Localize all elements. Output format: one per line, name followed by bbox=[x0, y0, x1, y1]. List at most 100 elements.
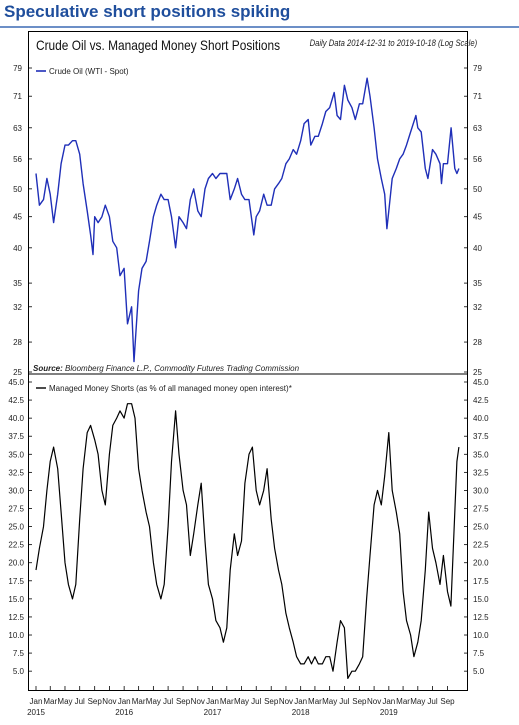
xtick-label: Jan bbox=[382, 697, 395, 706]
source-text: Bloomberg Finance L.P., Commodity Future… bbox=[65, 364, 300, 373]
shorts-ytick-label-right: 32.5 bbox=[473, 468, 489, 477]
shorts-ytick-label-left: 7.5 bbox=[13, 649, 25, 658]
xtick-label: Mar bbox=[132, 697, 146, 706]
shorts-ytick-label-right: 40.0 bbox=[473, 414, 489, 423]
shorts-ytick-label-left: 42.5 bbox=[8, 396, 24, 405]
xtick-label: May bbox=[57, 697, 72, 706]
xtick-label: Jul bbox=[251, 697, 261, 706]
shorts-ytick-label-right: 15.0 bbox=[473, 595, 489, 604]
year-label: 2016 bbox=[115, 708, 133, 717]
xtick-label: Sep bbox=[88, 697, 103, 706]
xtick-label: Jul bbox=[427, 697, 437, 706]
shorts-ytick-label-left: 5.0 bbox=[13, 667, 25, 676]
xtick-label: Mar bbox=[308, 697, 322, 706]
shorts-ytick-label-right: 10.0 bbox=[473, 631, 489, 640]
xtick-label: Mar bbox=[396, 697, 410, 706]
oil-ytick-label-left: 56 bbox=[13, 155, 22, 164]
shorts-ytick-label-left: 20.0 bbox=[8, 559, 24, 568]
shorts-ytick-label-right: 5.0 bbox=[473, 667, 485, 676]
shorts-ytick-label-left: 40.0 bbox=[8, 414, 24, 423]
xtick-label: May bbox=[234, 697, 249, 706]
shorts-ytick-label-right: 37.5 bbox=[473, 432, 489, 441]
shorts-ytick-label-left: 37.5 bbox=[8, 432, 24, 441]
year-label: 2019 bbox=[380, 708, 398, 717]
year-label: 2017 bbox=[204, 708, 222, 717]
shorts-ytick-label-right: 12.5 bbox=[473, 613, 489, 622]
xtick-label: May bbox=[146, 697, 161, 706]
shorts-ytick-label-left: 35.0 bbox=[8, 450, 24, 459]
year-label: 2018 bbox=[292, 708, 310, 717]
shorts-ytick-label-left: 12.5 bbox=[8, 613, 24, 622]
oil-ytick-label-left: 71 bbox=[13, 92, 22, 101]
oil-ytick-label-left: 45 bbox=[13, 213, 22, 222]
oil-ytick-label-left: 28 bbox=[13, 338, 22, 347]
xtick-label: Jan bbox=[30, 697, 43, 706]
headline: Speculative short positions spiking bbox=[4, 2, 291, 21]
oil-ytick-label-left: 25 bbox=[13, 368, 22, 377]
shorts-ytick-label-left: 27.5 bbox=[8, 505, 24, 514]
oil-ytick-label-right: 28 bbox=[473, 338, 482, 347]
xtick-label: Jul bbox=[339, 697, 349, 706]
source-note: Source: Bloomberg Finance L.P., Commodit… bbox=[33, 364, 300, 373]
oil-ytick-label-left: 35 bbox=[13, 279, 22, 288]
xtick-label: Sep bbox=[264, 697, 279, 706]
xtick-label: Jan bbox=[294, 697, 307, 706]
oil-ytick-label-right: 32 bbox=[473, 303, 482, 312]
oil-ytick-label-right: 71 bbox=[473, 92, 482, 101]
source-label: Source: bbox=[33, 364, 65, 373]
shorts-ytick-label-right: 27.5 bbox=[473, 505, 489, 514]
xtick-label: Jul bbox=[75, 697, 85, 706]
shorts-ytick-label-left: 17.5 bbox=[8, 577, 24, 586]
xtick-label: Jan bbox=[118, 697, 131, 706]
oil-ytick-label-left: 79 bbox=[13, 64, 22, 73]
xtick-label: Mar bbox=[43, 697, 57, 706]
oil-ytick-label-right: 45 bbox=[473, 213, 482, 222]
shorts-ytick-label-right: 7.5 bbox=[473, 649, 485, 658]
year-label: 2015 bbox=[27, 708, 45, 717]
shorts-ytick-label-right: 30.0 bbox=[473, 486, 489, 495]
shorts-ytick-label-right: 17.5 bbox=[473, 577, 489, 586]
shorts-ytick-label-left: 30.0 bbox=[8, 486, 24, 495]
shorts-ytick-label-left: 22.5 bbox=[8, 541, 24, 550]
xtick-label: Jul bbox=[163, 697, 173, 706]
xtick-label: Sep bbox=[176, 697, 191, 706]
xtick-label: Sep bbox=[440, 697, 455, 706]
headline-rule bbox=[0, 26, 519, 28]
xtick-label: Mar bbox=[220, 697, 234, 706]
oil-legend-label: Crude Oil (WTI - Spot) bbox=[49, 67, 129, 76]
oil-ytick-label-left: 63 bbox=[13, 124, 22, 133]
xtick-label: Nov bbox=[102, 697, 116, 706]
oil-ytick-label-left: 40 bbox=[13, 244, 22, 253]
xtick-label: Nov bbox=[367, 697, 381, 706]
shorts-ytick-label-left: 32.5 bbox=[8, 468, 24, 477]
xtick-label: May bbox=[410, 697, 425, 706]
shorts-ytick-label-left: 10.0 bbox=[8, 631, 24, 640]
shorts-ytick-label-right: 42.5 bbox=[473, 396, 489, 405]
chart-title: Crude Oil vs. Managed Money Short Positi… bbox=[36, 37, 281, 53]
date-range-note: Daily Data 2014-12-31 to 2019-10-18 (Log… bbox=[309, 38, 477, 48]
shorts-ytick-label-left: 45.0 bbox=[8, 378, 24, 387]
shorts-ytick-label-left: 15.0 bbox=[8, 595, 24, 604]
oil-ytick-label-right: 50 bbox=[473, 185, 482, 194]
shorts-ytick-label-right: 20.0 bbox=[473, 559, 489, 568]
xtick-label: Sep bbox=[352, 697, 367, 706]
xtick-label: Jan bbox=[206, 697, 219, 706]
xtick-label: Nov bbox=[279, 697, 293, 706]
oil-ytick-label-left: 32 bbox=[13, 303, 22, 312]
oil-series-line bbox=[35, 77, 460, 363]
shorts-ytick-label-right: 25.0 bbox=[473, 523, 489, 532]
xtick-label: May bbox=[322, 697, 337, 706]
shorts-ytick-label-right: 22.5 bbox=[473, 541, 489, 550]
shorts-ytick-label-left: 25.0 bbox=[8, 523, 24, 532]
shorts-ytick-label-right: 35.0 bbox=[473, 450, 489, 459]
oil-ytick-label-right: 35 bbox=[473, 279, 482, 288]
oil-ytick-label-right: 79 bbox=[473, 64, 482, 73]
shorts-ytick-label-right: 45.0 bbox=[473, 378, 489, 387]
oil-ytick-label-left: 50 bbox=[13, 185, 22, 194]
shorts-legend-label: Managed Money Shorts (as % of all manage… bbox=[49, 384, 292, 393]
oil-ytick-label-right: 63 bbox=[473, 124, 482, 133]
oil-ytick-label-right: 25 bbox=[473, 368, 482, 377]
oil-ytick-label-right: 56 bbox=[473, 155, 482, 164]
xtick-label: Nov bbox=[191, 697, 205, 706]
